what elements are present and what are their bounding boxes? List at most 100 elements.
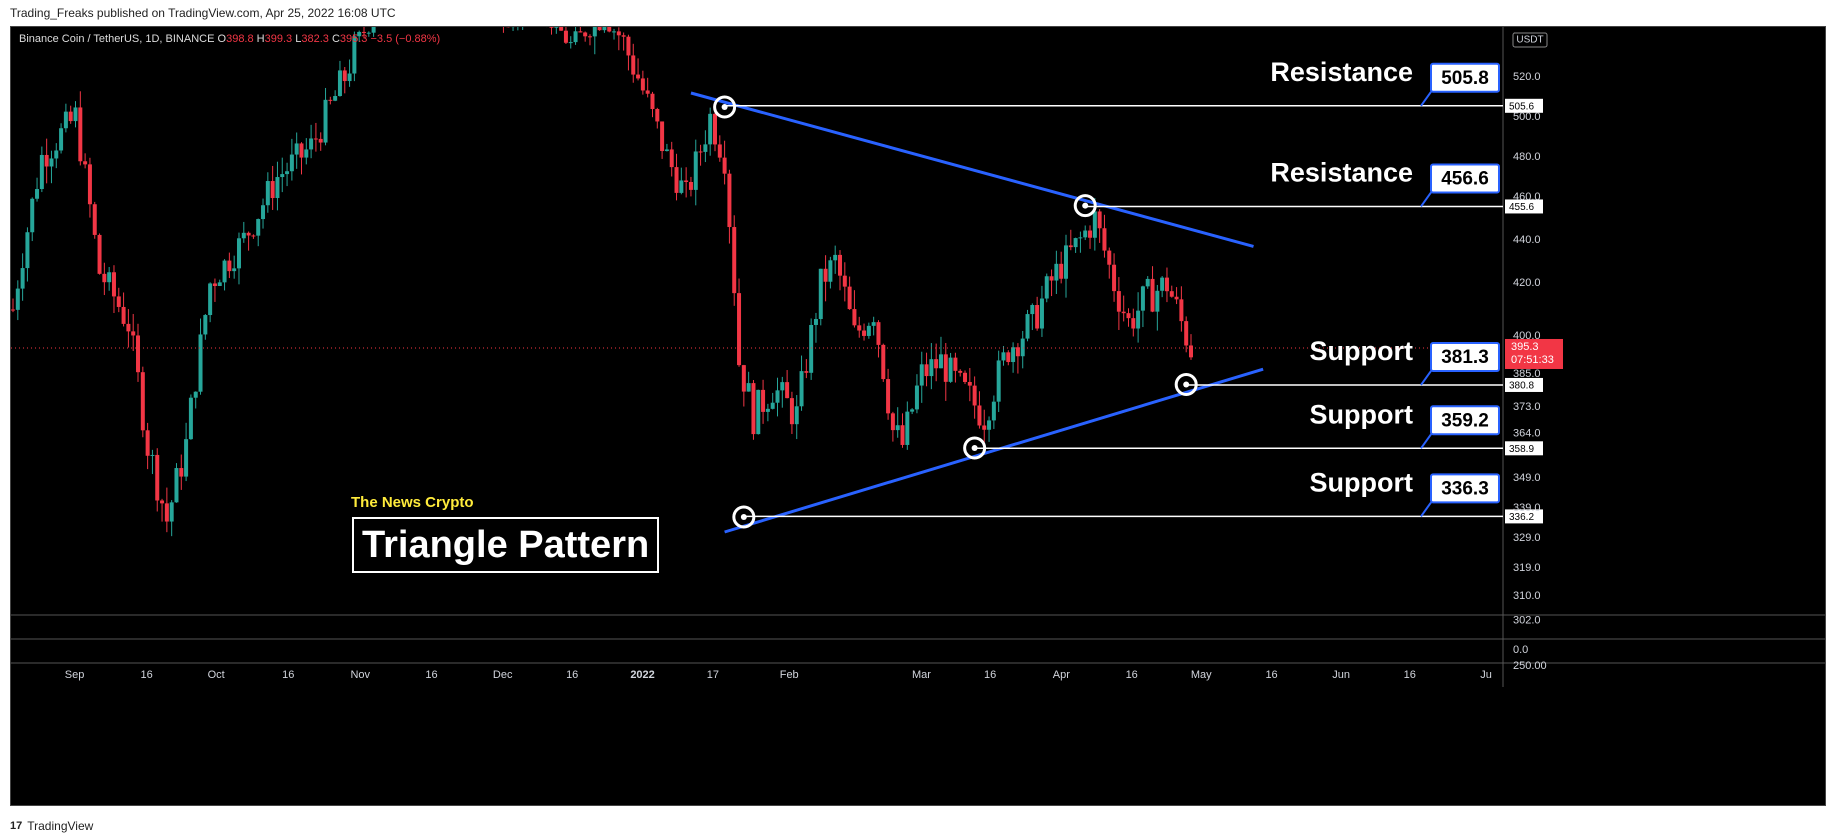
level-callout-value-5: 336.3 (1441, 478, 1489, 499)
x-tick-0: Sep (65, 669, 85, 681)
level-callout-value-1: 505.8 (1441, 68, 1489, 89)
pivot-marker-4 (963, 436, 987, 460)
y-tick-15: 310.0 (1513, 590, 1541, 602)
candle-body-2021-11-05 (366, 32, 371, 34)
pivot-marker-2 (1073, 194, 1097, 218)
x-tick-13: Apr (1053, 669, 1070, 681)
candle-body-2022-02-19 (876, 322, 881, 345)
candle-body-2022-01-22 (741, 365, 746, 392)
candle-body-2021-10-16 (270, 181, 275, 199)
candle-body-2021-10-05 (217, 282, 222, 287)
candle-body-2022-03-01 (924, 364, 929, 377)
candle-body-2021-08-27 (30, 198, 35, 233)
candle-body-2022-02-09 (828, 260, 833, 282)
candle-body-2021-10-21 (294, 143, 299, 155)
candle-body-2022-02-23 (895, 425, 900, 431)
candle-body-2021-10-07 (227, 260, 232, 272)
candle-body-2021-10-19 (285, 171, 290, 175)
candle-body-2022-04-03 (1083, 230, 1088, 238)
chart-frame[interactable]: 505.8 Resistance 505.6 456.6 Resistance 455.6… (10, 26, 1826, 806)
x-tick-11: Mar (912, 669, 931, 681)
candle-body-2021-12-19 (578, 31, 583, 33)
candle-body-2021-09-16 (126, 323, 131, 332)
candle-body-2021-12-16 (563, 30, 568, 43)
candle-body-2022-01-07 (669, 149, 674, 168)
y-tick-11: 349.0 (1513, 472, 1541, 484)
candle-body-2021-09-11 (102, 273, 107, 283)
candle-body-2021-12-25 (607, 27, 612, 32)
candle-body-2022-03-21 (1020, 338, 1025, 357)
candle-body-2022-04-25 (1189, 345, 1193, 358)
candle-body-2022-03-12 (977, 405, 982, 426)
candle-body-2022-04-17 (1150, 278, 1155, 312)
currency-badge (1512, 32, 1548, 48)
candle-body-2022-02-13 (847, 286, 852, 310)
candle-body-2022-03-16 (996, 360, 1001, 402)
y-tick-12: 339.0 (1513, 502, 1541, 514)
x-tick-4: Nov (350, 669, 370, 681)
candle-body-2021-09-29 (188, 397, 193, 440)
candle-body-2022-04-19 (1160, 277, 1165, 291)
pivot-marker-dot-1 (721, 104, 728, 110)
candle-body-2022-04-16 (1145, 278, 1150, 287)
candle-body-2022-01-23 (746, 383, 751, 392)
candle-body-2022-04-02 (1078, 237, 1083, 239)
candle-body-2022-02-10 (833, 254, 838, 261)
candle-body-2021-12-30 (631, 55, 636, 75)
candle-body-2021-10-06 (222, 260, 227, 283)
candle-body-2021-09-22 (155, 454, 160, 501)
candle-body-2021-10-29 (333, 96, 338, 101)
tradingview-logo-icon: 17 (10, 820, 23, 832)
x-tick-5: 16 (425, 669, 437, 681)
axis-level-box-4 (1505, 441, 1543, 456)
candle-body-2022-02-01 (789, 398, 794, 425)
axis-level-label-1: 505.6 (1509, 101, 1534, 112)
candle-body-2021-12-29 (626, 36, 631, 56)
candle-body-2021-10-11 (246, 232, 251, 236)
candle-body-2021-10-10 (241, 232, 246, 239)
candle-body-2022-01-25 (756, 389, 761, 435)
indicator-tick-1: 250.00 (1513, 660, 1547, 672)
low-label: L (295, 33, 302, 45)
candle-body-2021-08-26 (25, 232, 30, 269)
candle-body-2022-02-07 (818, 268, 823, 320)
candle-body-2022-03-04 (938, 354, 943, 369)
level-callout-box-4 (1430, 405, 1500, 436)
candle-body-2021-10-14 (261, 205, 266, 220)
candle-body-2022-02-14 (852, 309, 857, 326)
candle-body-2022-02-17 (866, 325, 871, 336)
candle-body-2021-09-09 (92, 204, 97, 235)
candle-body-2022-03-24 (1035, 305, 1040, 329)
candle-body-2022-03-15 (991, 401, 996, 421)
candle-body-2021-12-13 (549, 27, 554, 28)
candle-body-2022-02-24 (900, 425, 905, 445)
candle-body-2021-12-24 (602, 27, 607, 31)
candle-body-2022-02-16 (862, 330, 867, 336)
candle-body-2022-02-06 (813, 319, 818, 325)
candles (11, 27, 1193, 537)
candle-body-2022-03-02 (929, 359, 934, 377)
candle-body-2022-04-21 (1169, 291, 1174, 297)
candle-body-2022-02-27 (914, 385, 919, 410)
candle-body-2021-09-23 (160, 500, 165, 504)
candle-body-2022-03-03 (934, 359, 939, 369)
candle-body-2021-10-25 (313, 138, 318, 140)
candle-body-2022-03-05 (943, 354, 948, 382)
candle-body-2021-09-02 (59, 128, 64, 151)
level-callout-value-4: 359.2 (1441, 410, 1489, 431)
countdown-value: 07:51:33 (1511, 354, 1554, 366)
candle-body-2022-03-27 (1049, 276, 1054, 281)
candle-body-2021-09-19 (140, 372, 145, 431)
price-chart[interactable]: 505.8 Resistance 505.6 456.6 Resistance 455.6… (11, 27, 1825, 805)
candle-body-2022-01-09 (679, 180, 684, 193)
candle-body-2021-11-01 (347, 73, 352, 82)
candle-body-2021-11-06 (371, 27, 376, 33)
candle-body-2021-08-24 (15, 288, 20, 310)
candle-body-2022-02-15 (857, 325, 862, 331)
candle-body-2021-10-23 (304, 149, 309, 158)
candle-body-2021-10-15 (265, 181, 270, 206)
y-tick-10: 364.0 (1513, 427, 1541, 439)
footer-brand[interactable]: TradingView (27, 819, 94, 833)
candle-body-2021-12-21 (587, 36, 592, 38)
candle-body-2022-03-13 (982, 425, 987, 430)
